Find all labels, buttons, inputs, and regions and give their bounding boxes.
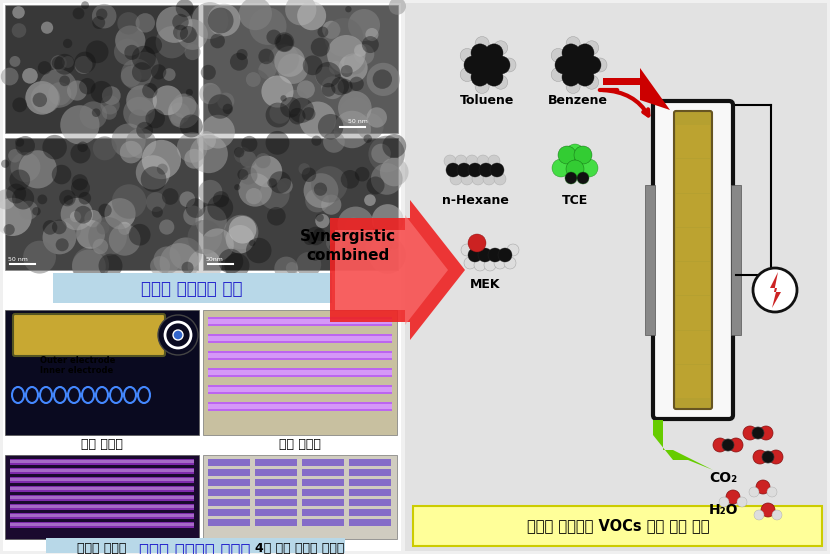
Circle shape	[237, 169, 248, 180]
Circle shape	[759, 426, 773, 440]
Circle shape	[314, 183, 327, 196]
Circle shape	[9, 56, 21, 67]
Circle shape	[118, 222, 131, 235]
Circle shape	[115, 25, 145, 56]
FancyBboxPatch shape	[302, 479, 344, 486]
Text: combined: combined	[306, 248, 389, 263]
Circle shape	[1, 160, 9, 168]
Circle shape	[198, 180, 222, 204]
Circle shape	[239, 0, 272, 30]
Circle shape	[32, 93, 47, 107]
Circle shape	[471, 68, 489, 86]
FancyBboxPatch shape	[349, 489, 391, 496]
Circle shape	[197, 131, 216, 150]
Circle shape	[102, 105, 117, 120]
Circle shape	[146, 192, 166, 212]
Circle shape	[153, 85, 183, 115]
Circle shape	[163, 68, 176, 81]
Circle shape	[42, 220, 57, 235]
Circle shape	[234, 147, 251, 163]
Circle shape	[477, 155, 489, 167]
FancyBboxPatch shape	[10, 522, 194, 528]
Circle shape	[109, 224, 140, 256]
Circle shape	[310, 38, 330, 57]
Circle shape	[722, 439, 734, 451]
Circle shape	[281, 97, 300, 117]
Circle shape	[367, 107, 387, 127]
FancyBboxPatch shape	[5, 5, 198, 133]
Circle shape	[136, 155, 170, 189]
Circle shape	[322, 20, 340, 39]
Circle shape	[85, 40, 109, 63]
Circle shape	[203, 85, 222, 104]
Text: Inner electrode: Inner electrode	[40, 366, 113, 375]
Circle shape	[266, 131, 290, 155]
Circle shape	[326, 235, 342, 251]
Circle shape	[266, 29, 281, 44]
Circle shape	[743, 426, 757, 440]
Circle shape	[472, 173, 484, 185]
Circle shape	[446, 163, 460, 177]
Circle shape	[92, 4, 116, 28]
Circle shape	[576, 44, 594, 62]
Circle shape	[188, 220, 222, 254]
FancyBboxPatch shape	[10, 459, 194, 465]
Circle shape	[238, 173, 272, 207]
Circle shape	[196, 206, 227, 237]
Circle shape	[275, 32, 295, 52]
Circle shape	[464, 257, 476, 269]
Circle shape	[761, 503, 775, 517]
Circle shape	[142, 83, 158, 98]
Circle shape	[479, 57, 495, 73]
Circle shape	[182, 261, 193, 274]
Circle shape	[132, 46, 156, 70]
Circle shape	[478, 248, 492, 262]
Circle shape	[124, 45, 139, 60]
FancyBboxPatch shape	[208, 317, 392, 326]
FancyBboxPatch shape	[676, 296, 710, 330]
Circle shape	[258, 61, 276, 79]
Circle shape	[52, 219, 66, 234]
Circle shape	[70, 211, 81, 222]
Circle shape	[77, 141, 88, 152]
Circle shape	[25, 81, 59, 115]
Circle shape	[321, 76, 344, 99]
FancyBboxPatch shape	[349, 519, 391, 526]
Circle shape	[177, 19, 208, 50]
Circle shape	[173, 330, 183, 340]
Circle shape	[159, 219, 174, 235]
Polygon shape	[335, 215, 448, 325]
Circle shape	[41, 22, 53, 34]
FancyBboxPatch shape	[10, 523, 194, 526]
Circle shape	[240, 151, 256, 167]
Circle shape	[75, 56, 92, 74]
Circle shape	[120, 141, 143, 163]
FancyBboxPatch shape	[10, 477, 194, 483]
Text: 로드형 반응기: 로드형 반응기	[77, 541, 127, 554]
FancyBboxPatch shape	[208, 353, 392, 358]
Circle shape	[311, 136, 321, 146]
FancyBboxPatch shape	[255, 459, 297, 466]
FancyBboxPatch shape	[10, 487, 194, 490]
FancyBboxPatch shape	[349, 459, 391, 466]
Circle shape	[192, 2, 228, 39]
Circle shape	[11, 152, 41, 182]
Circle shape	[261, 75, 294, 107]
Circle shape	[208, 4, 241, 37]
Circle shape	[120, 66, 142, 87]
Circle shape	[22, 68, 38, 84]
Circle shape	[471, 44, 489, 62]
Circle shape	[93, 136, 117, 160]
Circle shape	[466, 155, 478, 167]
Circle shape	[144, 37, 162, 54]
Circle shape	[562, 68, 580, 86]
Circle shape	[297, 1, 326, 30]
Circle shape	[180, 26, 197, 43]
Circle shape	[566, 37, 580, 50]
Circle shape	[121, 59, 152, 90]
Circle shape	[0, 189, 16, 209]
Circle shape	[344, 53, 365, 74]
FancyBboxPatch shape	[413, 506, 822, 546]
Circle shape	[126, 85, 157, 116]
